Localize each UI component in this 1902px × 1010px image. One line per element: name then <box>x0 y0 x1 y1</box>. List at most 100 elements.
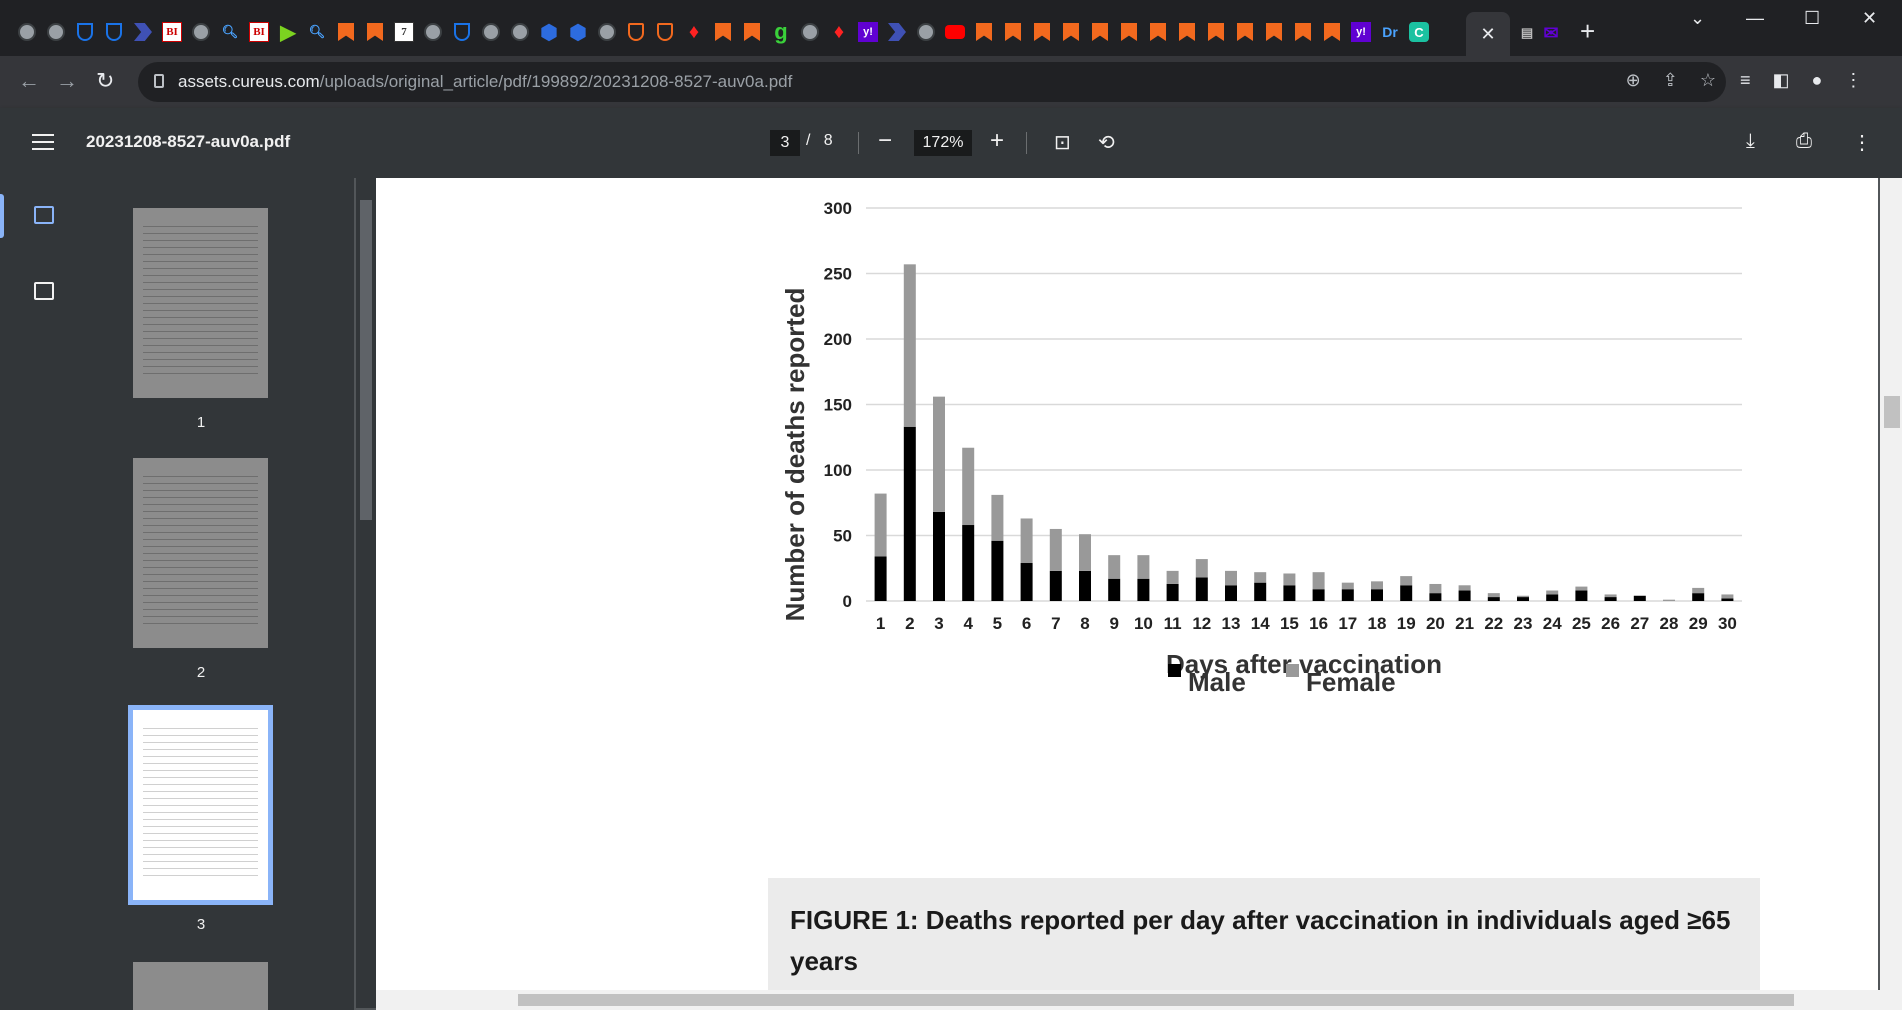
tab-shield[interactable] <box>449 19 475 45</box>
tab-dr[interactable]: Dr <box>1377 19 1403 45</box>
tab-globe[interactable] <box>507 19 533 45</box>
profile-icon[interactable]: ● <box>1811 70 1823 90</box>
tab-bookmark[interactable] <box>971 19 997 45</box>
tab-bookmark[interactable] <box>739 19 765 45</box>
reload-button[interactable]: ↻ <box>96 68 115 93</box>
star-icon[interactable]: ☆ <box>1699 70 1716 90</box>
tab-globe[interactable] <box>420 19 446 45</box>
forward-button[interactable]: → <box>56 68 78 93</box>
zoom-input[interactable]: 172% <box>914 130 972 156</box>
x-tick-label: 13 <box>1222 614 1241 633</box>
thumbnails-icon[interactable] <box>34 206 54 224</box>
rotate-icon[interactable]: ⟲ <box>1098 132 1115 154</box>
page-thumbnail[interactable] <box>133 962 268 1010</box>
menu-icon[interactable]: ⋮ <box>1844 70 1863 90</box>
tab-after[interactable]: ▤ <box>1514 20 1540 46</box>
thumbnail-text-line <box>143 518 258 519</box>
page-number-input[interactable]: 3 <box>770 130 800 156</box>
tab-globe[interactable] <box>913 19 939 45</box>
close-tab-icon[interactable]: ✕ <box>1480 23 1496 44</box>
tab-search[interactable]: 🔍︎ <box>304 19 330 45</box>
tab-bookmark[interactable] <box>710 19 736 45</box>
zoom-icon[interactable]: ⊕ <box>1625 70 1641 90</box>
tab-yahoo[interactable]: y! <box>1348 19 1374 45</box>
y-tick-label: 250 <box>824 265 852 284</box>
tab-youtube[interactable] <box>942 19 968 45</box>
page-scrollbar-thumb[interactable] <box>1884 396 1900 428</box>
zoom-in-button[interactable]: + <box>990 127 1005 154</box>
maximize-button[interactable]: ☐ <box>1804 8 1821 28</box>
tab-bookmark[interactable] <box>1232 19 1258 45</box>
tab-search-button[interactable]: ⌄ <box>1690 8 1706 28</box>
media-icon[interactable]: ≡ <box>1740 70 1751 90</box>
tab-globe[interactable] <box>43 19 69 45</box>
page-thumbnail[interactable] <box>133 458 268 648</box>
back-button[interactable]: ← <box>18 68 40 93</box>
more-icon[interactable]: ⋮ <box>1852 132 1872 154</box>
tab-bookmark[interactable] <box>1058 19 1084 45</box>
bar-segment-male <box>1575 590 1588 601</box>
x-tick-label: 26 <box>1601 614 1620 633</box>
bookmark-icon <box>1179 23 1195 41</box>
x-tick-label: 18 <box>1368 614 1387 633</box>
tab-pin[interactable]: ♦ <box>826 19 852 45</box>
tab-arrow[interactable] <box>884 19 910 45</box>
tab-hex[interactable]: ⬢ <box>565 19 591 45</box>
tab-globe[interactable] <box>797 19 823 45</box>
tab-c[interactable]: C <box>1406 19 1432 45</box>
tab-protect[interactable] <box>623 19 649 45</box>
tab-bookmark[interactable] <box>333 19 359 45</box>
tab-bookmark[interactable] <box>1203 19 1229 45</box>
page-thumbnail[interactable] <box>133 208 268 398</box>
tab-mail[interactable]: ✉ <box>1538 20 1564 46</box>
tab-bookmark[interactable] <box>1319 19 1345 45</box>
tab-shield[interactable] <box>72 19 98 45</box>
tab-bookmark[interactable] <box>1087 19 1113 45</box>
tab-bookmark[interactable] <box>1116 19 1142 45</box>
horizontal-scrollbar-thumb[interactable] <box>518 994 1794 1006</box>
sidebar-toggle-icon[interactable] <box>32 134 54 150</box>
print-icon[interactable]: ⎙ <box>1796 130 1812 152</box>
tab-bookmark[interactable] <box>1000 19 1026 45</box>
tab-arrow[interactable] <box>130 19 156 45</box>
tab-pin[interactable]: ♦ <box>681 19 707 45</box>
outline-icon[interactable] <box>34 282 54 300</box>
page-scrollbar[interactable] <box>1880 178 1902 1010</box>
thumbnail-text-line <box>143 749 258 750</box>
tab-bookmark[interactable] <box>1261 19 1287 45</box>
tab-bi[interactable]: BI <box>159 19 185 45</box>
active-tab[interactable]: ✕ <box>1466 12 1510 56</box>
new-tab-button[interactable]: + <box>1580 16 1596 46</box>
thumbnail-text-line <box>143 581 258 582</box>
tab-bookmark[interactable] <box>1029 19 1055 45</box>
tab-bookmark[interactable] <box>1145 19 1171 45</box>
tab-globe[interactable] <box>594 19 620 45</box>
minimize-button[interactable]: — <box>1746 8 1764 28</box>
url-text[interactable]: assets.cureus.com/uploads/original_artic… <box>178 72 793 91</box>
tab-hex[interactable]: ⬢ <box>536 19 562 45</box>
fit-page-icon[interactable]: ⊡ <box>1054 132 1071 154</box>
tab-bookmark[interactable] <box>1290 19 1316 45</box>
tab-yahoo[interactable]: y! <box>855 19 881 45</box>
page-thumbnail[interactable] <box>128 705 273 905</box>
zoom-out-button[interactable]: − <box>878 127 893 154</box>
tab-g[interactable]: g <box>768 19 794 45</box>
tab-globe[interactable] <box>14 19 40 45</box>
tab-bookmark[interactable] <box>1174 19 1200 45</box>
tab-shield[interactable] <box>101 19 127 45</box>
tab-play[interactable]: ▶ <box>275 19 301 45</box>
tab-search[interactable]: 🔍︎ <box>217 19 243 45</box>
tab-news[interactable]: 7 <box>391 19 417 45</box>
share-icon[interactable]: ⇪ <box>1662 70 1678 90</box>
tab-globe[interactable] <box>478 19 504 45</box>
tab-bookmark[interactable] <box>362 19 388 45</box>
x-tick-label: 25 <box>1572 614 1591 633</box>
tab-bi[interactable]: BI <box>246 19 272 45</box>
sidebar-scrollbar-thumb[interactable] <box>360 200 372 520</box>
tab-globe[interactable] <box>188 19 214 45</box>
omnibox[interactable]: assets.cureus.com/uploads/original_artic… <box>138 62 1726 102</box>
download-icon[interactable]: ⤓ <box>1746 130 1755 152</box>
side-panel-icon[interactable]: ◧ <box>1772 70 1790 90</box>
close-window-button[interactable]: ✕ <box>1862 8 1878 28</box>
tab-protect[interactable] <box>652 19 678 45</box>
